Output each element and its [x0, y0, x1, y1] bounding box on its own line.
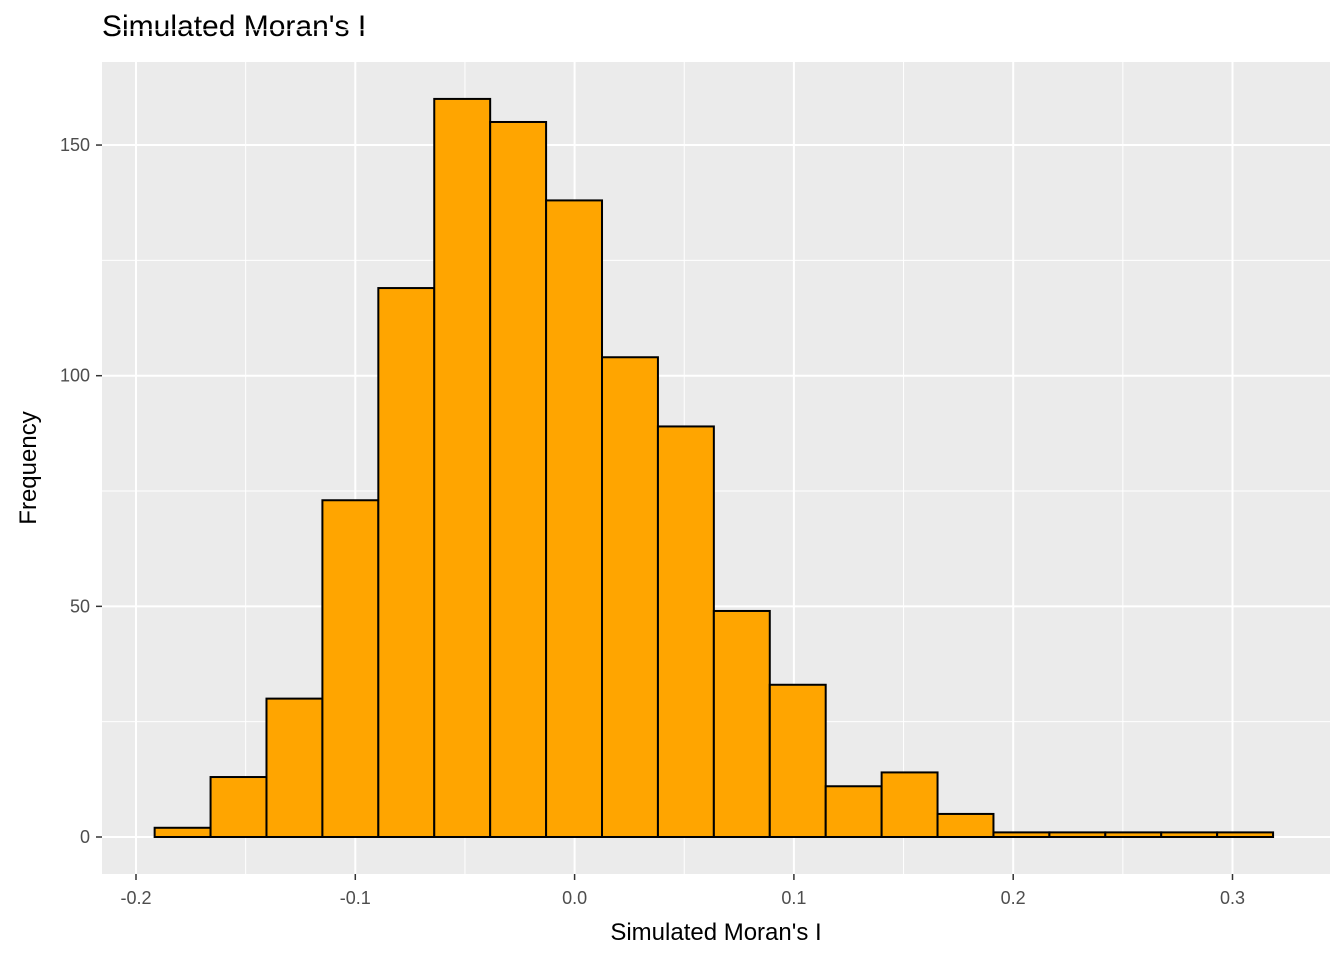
- histogram-bar: [936, 812, 995, 838]
- x-axis: -0.2 -0.1 0.0 0.1 0.2 0.3: [120, 874, 1245, 908]
- histogram-bar: [265, 697, 324, 838]
- x-tick-label: 0.3: [1220, 888, 1245, 908]
- x-tick-label: -0.1: [340, 888, 371, 908]
- y-tick-label: 0: [80, 827, 90, 847]
- histogram-bar: [209, 776, 268, 839]
- histogram-bar: [768, 683, 827, 838]
- histogram-bar: [712, 609, 771, 839]
- histogram-bar: [1160, 831, 1219, 839]
- y-tick-label: 100: [60, 366, 90, 386]
- y-tick-label: 50: [70, 596, 90, 616]
- histogram-bars: [153, 97, 1275, 839]
- x-tick-label: -0.2: [120, 888, 151, 908]
- x-tick-label: 0.1: [781, 888, 806, 908]
- histogram-bar: [992, 831, 1051, 839]
- histogram-bar: [656, 425, 715, 838]
- histogram-bar: [824, 785, 883, 839]
- histogram-bar: [433, 97, 492, 839]
- histogram-bar: [153, 826, 212, 838]
- histogram-bar: [377, 287, 436, 839]
- x-tick-label: 0.0: [562, 888, 587, 908]
- histogram-bar: [489, 120, 548, 839]
- chart-title: Simulated Moran's I: [102, 10, 367, 43]
- x-tick-label: 0.2: [1001, 888, 1026, 908]
- histogram-bar: [1104, 831, 1163, 839]
- histogram-bar: [601, 356, 659, 838]
- histogram-bar: [321, 499, 380, 838]
- y-axis: 0 50 100 150: [60, 135, 102, 847]
- histogram-bar: [880, 771, 939, 839]
- histogram-bar: [1216, 831, 1275, 839]
- y-tick-label: 150: [60, 135, 90, 155]
- x-axis-title: Simulated Moran's I: [610, 919, 821, 946]
- histogram-bar: [545, 199, 604, 838]
- histogram-bar: [1048, 831, 1107, 839]
- y-axis-title: Frequency: [15, 411, 42, 524]
